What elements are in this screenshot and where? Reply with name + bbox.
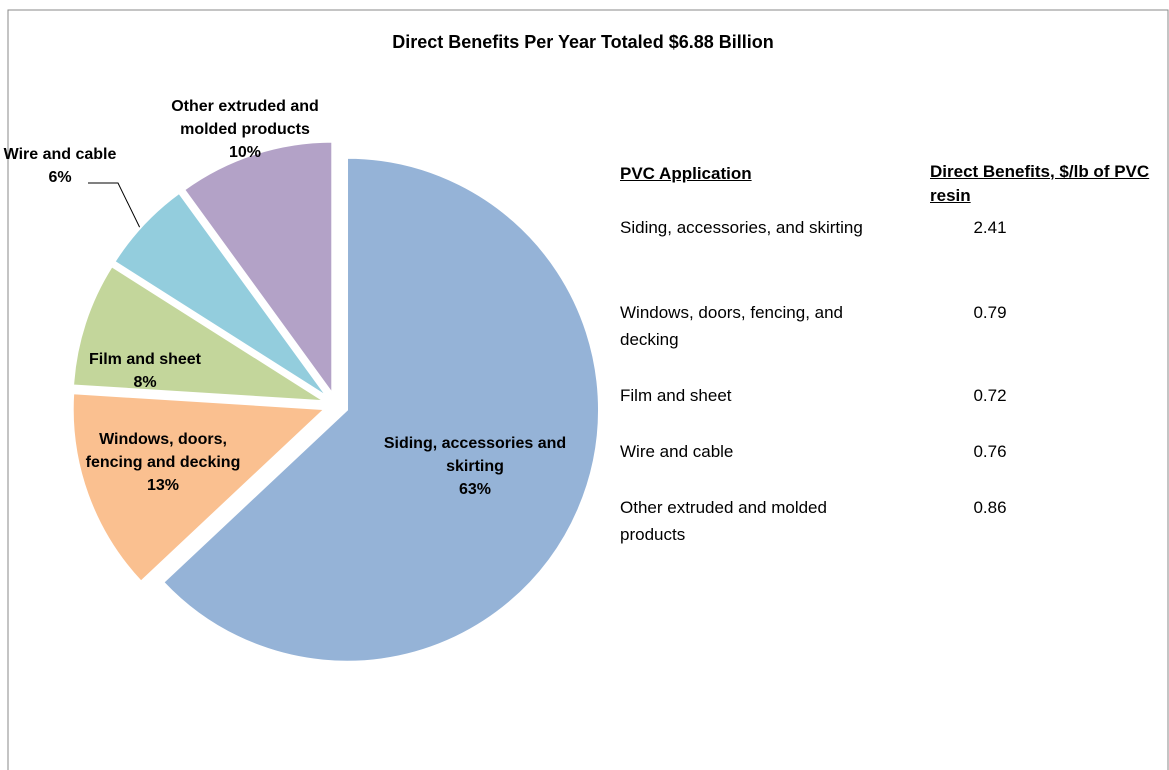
pie-slice bbox=[71, 392, 328, 583]
leader-line bbox=[88, 182, 141, 229]
category-label: Wire and cable bbox=[3, 146, 117, 163]
table-cell: Other extruded and molded products bbox=[620, 498, 827, 544]
value-label: 6% bbox=[48, 169, 72, 186]
table-cell: Siding, accessories, and skirting bbox=[620, 218, 863, 237]
table-header: PVC Application bbox=[620, 164, 752, 183]
value-label: 10% bbox=[228, 144, 262, 161]
chart-title: Direct Benefits Per Year Totaled $6.88 B… bbox=[392, 32, 773, 52]
slice-label: Film and sheet 8% bbox=[75, 348, 215, 394]
slice-label: Wire and cable 6% bbox=[0, 143, 120, 189]
table-header: Direct Benefits, $/lb of PVC resin bbox=[930, 162, 1150, 205]
table-cell: Windows, doors, fencing, and decking bbox=[620, 303, 844, 349]
value-label: 8% bbox=[133, 374, 157, 391]
value-label: 63% bbox=[458, 481, 492, 498]
table-cell: 0.76 bbox=[973, 442, 1007, 461]
pie-slice bbox=[161, 156, 601, 663]
table-cell: Film and sheet bbox=[620, 386, 732, 405]
category-label: Other extruded and molded products bbox=[171, 98, 319, 138]
table-cell: Wire and cable bbox=[620, 442, 734, 461]
category-label: Windows, doors, fencing and decking bbox=[85, 431, 241, 471]
category-label: Siding, accessories and skirting bbox=[383, 435, 567, 475]
category-label: Film and sheet bbox=[88, 351, 202, 368]
slice-label: Other extruded and molded products 10% bbox=[145, 95, 345, 164]
slice-label: Windows, doors, fencing and decking 13% bbox=[78, 428, 248, 497]
table-cell: 2.41 bbox=[973, 218, 1007, 237]
pie-slice bbox=[72, 264, 326, 403]
slice-label: Siding, accessories and skirting 63% bbox=[360, 432, 590, 501]
pie-slice bbox=[182, 140, 334, 397]
value-label: 13% bbox=[146, 477, 180, 494]
table-cell: 0.72 bbox=[973, 386, 1007, 405]
pie-slice bbox=[113, 191, 329, 398]
table-cell: 0.86 bbox=[973, 498, 1007, 517]
table-cell: 0.79 bbox=[973, 303, 1007, 322]
